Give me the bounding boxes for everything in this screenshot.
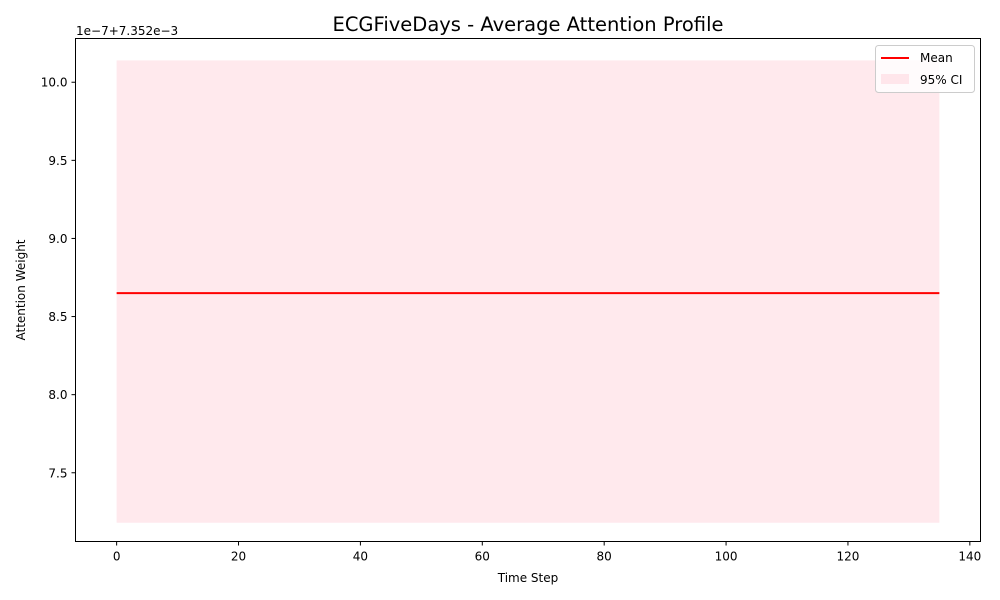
- legend-mean-label: Mean: [920, 51, 953, 65]
- y-axis-label: Attention Weight: [14, 239, 28, 340]
- y-tick-label: 7.5: [48, 466, 67, 480]
- y-tick-label: 10.0: [41, 76, 68, 90]
- x-axis: 0 20 40 60 80 100 120 140: [113, 541, 981, 564]
- x-tick-label: 60: [475, 550, 490, 564]
- ci-band: [116, 60, 940, 523]
- plot-area: [116, 60, 940, 523]
- x-tick-label: 0: [113, 550, 121, 564]
- x-tick-label: 80: [597, 550, 612, 564]
- legend-ci-label: 95% CI: [920, 73, 962, 87]
- y-tick-label: 9.5: [48, 154, 67, 168]
- chart-title: ECGFiveDays - Average Attention Profile: [333, 13, 724, 36]
- ci-band-layer: [116, 60, 940, 523]
- x-tick-label: 20: [231, 550, 246, 564]
- x-axis-label: Time Step: [497, 571, 559, 585]
- plot-frame: [75, 38, 981, 542]
- y-tick-label: 9.0: [48, 232, 67, 246]
- legend: Mean 95% CI: [875, 45, 975, 93]
- x-tick-label: 140: [958, 550, 981, 564]
- legend-ci-swatch: [881, 74, 909, 84]
- y-offset-text: 1e−7+7.352e−3: [76, 24, 178, 38]
- y-axis: 7.5 8.0 8.5 9.0 9.5 10.0: [41, 76, 76, 480]
- x-tick-label: 40: [353, 550, 368, 564]
- y-tick-label: 8.0: [48, 388, 67, 402]
- x-tick-label: 120: [836, 550, 859, 564]
- x-tick-label: 100: [715, 550, 738, 564]
- y-tick-label: 8.5: [48, 310, 67, 324]
